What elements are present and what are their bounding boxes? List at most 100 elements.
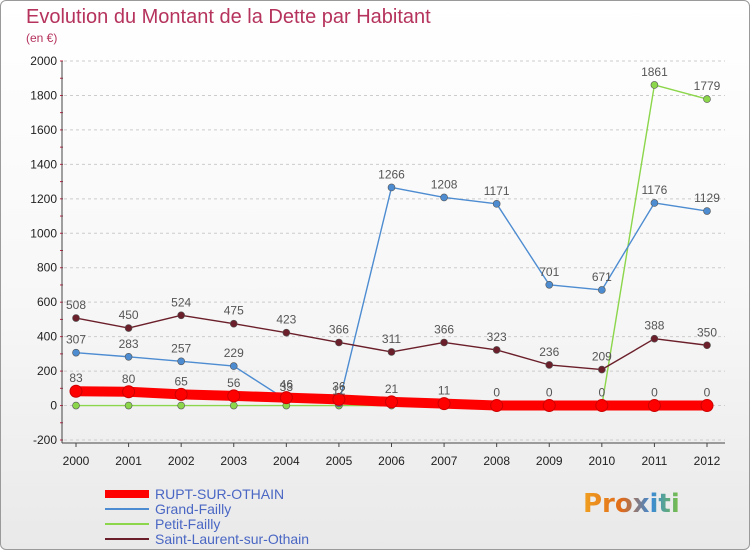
data-label: 311 [382, 332, 401, 346]
data-label: 366 [329, 322, 349, 336]
y-tick-label: 1600 [30, 123, 57, 137]
data-label: 0 [598, 386, 605, 400]
legend-label: RUPT-SUR-OTHAIN [155, 486, 284, 502]
data-point [124, 352, 133, 361]
data-label: 209 [592, 350, 612, 364]
legend: RUPT-SUR-OTHAINGrand-FaillyPetit-FaillyS… [105, 486, 309, 547]
data-point [703, 341, 711, 350]
data-point [387, 183, 396, 192]
data-point [177, 311, 185, 320]
x-tick-label: 2001 [115, 454, 142, 468]
data-point [177, 357, 185, 366]
data-point [647, 399, 661, 413]
data-point [545, 361, 554, 369]
axis-layer: -200020040060080010001200140016001800200… [30, 54, 725, 468]
y-tick-label: 800 [37, 261, 57, 275]
data-label: 524 [171, 295, 191, 309]
y-tick-label: 0 [50, 399, 57, 413]
legend-label: Petit-Failly [155, 516, 220, 532]
data-label: 508 [66, 298, 86, 312]
y-tick-label: 2000 [30, 54, 57, 68]
legend-label: Grand-Failly [155, 501, 231, 517]
data-point [703, 95, 711, 103]
data-label: 1779 [694, 79, 721, 93]
data-label: 701 [539, 265, 559, 279]
data-point [72, 401, 80, 410]
data-label: 450 [119, 308, 139, 322]
data-label: 1861 [641, 65, 668, 79]
proxiti-logo: Proxiti [583, 489, 680, 519]
data-label: 283 [119, 337, 139, 351]
y-tick-label: 600 [37, 295, 57, 309]
data-label: 366 [434, 322, 454, 336]
data-label: 46 [280, 378, 294, 392]
data-point [177, 401, 185, 410]
data-point [229, 319, 238, 328]
x-tick-label: 2000 [63, 454, 90, 468]
data-label: 80 [122, 372, 136, 386]
data-point [440, 193, 448, 202]
data-label: 1176 [642, 183, 668, 197]
data-point [229, 401, 238, 410]
data-point [385, 395, 398, 409]
x-tick-label: 2005 [326, 454, 353, 468]
data-label: 388 [644, 319, 664, 333]
data-label: 0 [546, 386, 553, 400]
data-point [72, 348, 80, 357]
data-label: 0 [493, 386, 500, 400]
data-label: 33 [280, 380, 294, 394]
x-tick-label: 2003 [220, 454, 247, 468]
data-point [227, 389, 241, 403]
y-tick-label: 1200 [30, 192, 57, 206]
data-label: 323 [487, 330, 507, 344]
data-point [492, 200, 501, 208]
data-label: 21 [385, 382, 399, 396]
data-point [122, 385, 136, 399]
series-line-petit-failly [75, 84, 708, 407]
data-point [703, 207, 711, 215]
data-point [279, 391, 293, 405]
data-point [335, 338, 343, 347]
data-point [282, 328, 291, 337]
x-tick-label: 2011 [642, 454, 668, 468]
x-tick-label: 2004 [273, 454, 300, 468]
x-tick-label: 2002 [168, 454, 195, 468]
data-label: 1266 [378, 167, 405, 181]
data-label: 423 [276, 313, 296, 327]
data-point [595, 399, 609, 413]
y-tick-label: 200 [37, 364, 57, 378]
series-layer [69, 81, 714, 413]
x-tick-label: 2010 [588, 454, 615, 468]
x-tick-label: 2007 [431, 454, 458, 468]
data-label: 65 [174, 374, 188, 388]
data-label: 36 [332, 379, 346, 393]
data-point [490, 399, 504, 413]
data-label: 1208 [431, 177, 458, 191]
data-label: 0 [651, 386, 658, 400]
data-label: 307 [66, 333, 86, 347]
x-tick-label: 2008 [483, 454, 510, 468]
data-label: 83 [69, 371, 83, 385]
data-point [700, 399, 714, 413]
data-point [598, 286, 606, 294]
y-tick-label: 400 [37, 330, 57, 344]
y-tick-label: 1800 [30, 88, 57, 102]
x-tick-label: 2012 [694, 454, 721, 468]
data-point [650, 334, 659, 343]
x-tick-label: 2009 [536, 454, 563, 468]
data-label: 350 [697, 325, 717, 339]
y-tick-label: -200 [33, 433, 57, 447]
data-point [492, 346, 501, 354]
data-point [387, 348, 396, 356]
data-label-layer: 83 80 65 56 46 36 21 11 0 0 0 0 0 307 283 257 229 33 12 126… [66, 65, 721, 400]
data-label: 475 [224, 304, 244, 318]
data-label: 671 [592, 270, 612, 284]
logo-text: Proxiti [583, 489, 680, 519]
data-label: 0 [704, 386, 711, 400]
data-point [332, 392, 346, 406]
data-point [69, 384, 83, 398]
y-tick-label: 1000 [30, 226, 57, 240]
data-point [437, 397, 451, 411]
data-point [440, 338, 448, 347]
